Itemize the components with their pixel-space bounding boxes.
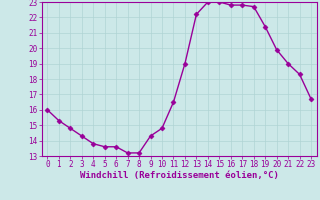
X-axis label: Windchill (Refroidissement éolien,°C): Windchill (Refroidissement éolien,°C) (80, 171, 279, 180)
